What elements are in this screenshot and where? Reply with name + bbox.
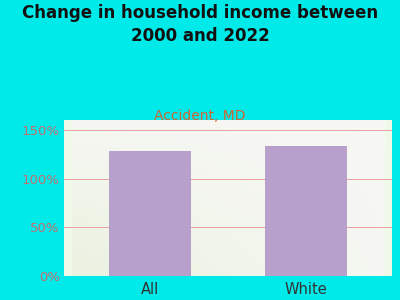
Text: Change in household income between
2000 and 2022: Change in household income between 2000 … [22,4,378,45]
Bar [109,151,190,276]
Text: Accident, MD: Accident, MD [154,110,246,124]
Bar [266,146,347,276]
